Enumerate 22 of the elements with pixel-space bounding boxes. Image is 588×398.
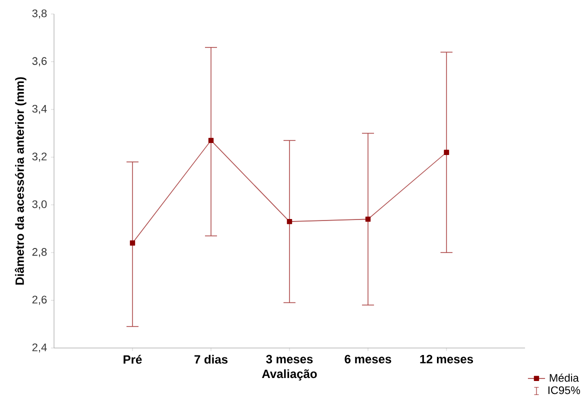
x-tick-label: 3 meses xyxy=(266,355,313,364)
y-tick-label: 3,2 xyxy=(32,152,47,162)
y-tick-label: 3,0 xyxy=(32,200,47,210)
point xyxy=(286,219,292,224)
y-tick-label: 2,4 xyxy=(32,344,47,353)
y-tick-label: 3,8 xyxy=(32,10,47,19)
point xyxy=(365,216,371,222)
legend-label: Média xyxy=(550,374,579,382)
x-tick-label: 12 meses xyxy=(420,355,474,364)
x-tick-label: 7 dias xyxy=(194,355,228,364)
y-axis-title: Diâmetro da acessória anterior (mm) xyxy=(14,77,26,285)
x-axis-title: Avaliação xyxy=(262,369,317,381)
y-tick-label: 3,6 xyxy=(32,57,47,66)
point xyxy=(208,138,214,144)
y-tick-label: 2,6 xyxy=(32,296,47,305)
point xyxy=(130,240,136,246)
point xyxy=(444,150,450,156)
y-tick-label: 2,8 xyxy=(32,248,47,258)
y-tick-label: 3,4 xyxy=(32,105,47,114)
x-tick-label: Pré xyxy=(124,355,142,364)
x-tick-label: 6 meses xyxy=(344,355,392,364)
text: IC95% xyxy=(548,386,580,394)
